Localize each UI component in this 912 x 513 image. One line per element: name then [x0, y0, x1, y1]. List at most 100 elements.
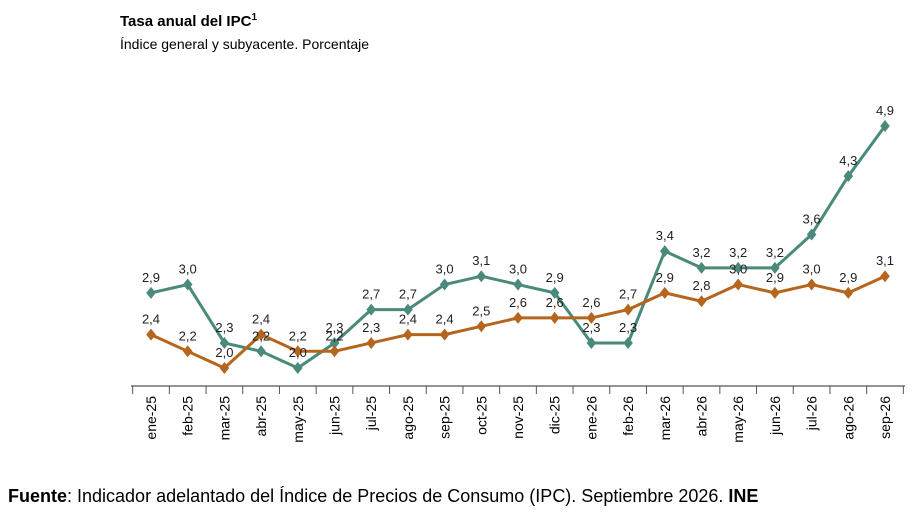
data-point [293, 345, 303, 358]
data-label: 4,3 [839, 153, 857, 168]
data-label: 3,2 [766, 245, 784, 260]
data-point [696, 295, 707, 308]
data-label: 2,4 [252, 312, 270, 327]
data-point [586, 336, 597, 349]
data-point [476, 270, 487, 283]
data-label: 2,4 [399, 312, 417, 327]
data-label: 3,1 [472, 253, 490, 268]
source-org: INE [728, 486, 759, 506]
source-note: Fuente: Indicador adelantado del Índice … [8, 486, 758, 507]
data-point [623, 336, 633, 349]
x-tick-label: dic-25 [547, 396, 563, 434]
data-label: 3,0 [729, 262, 747, 277]
data-point [513, 311, 523, 324]
data-label: 2,9 [656, 270, 674, 285]
data-label: 2,7 [399, 287, 417, 302]
data-label: 3,0 [179, 262, 197, 277]
data-point [329, 336, 340, 349]
data-point [770, 286, 780, 299]
data-point [403, 328, 413, 341]
title-superscript: 1 [251, 12, 257, 23]
data-point [476, 320, 487, 333]
data-point [696, 261, 707, 274]
data-label: 3,6 [803, 211, 821, 226]
data-point [146, 286, 156, 299]
data-point [660, 286, 670, 299]
x-tick-label: sep-25 [437, 396, 453, 439]
data-point [182, 278, 193, 291]
x-tick-label: feb-25 [180, 396, 196, 436]
series-layer [146, 120, 890, 374]
data-label: 2,7 [619, 287, 637, 302]
data-label: 2,2 [179, 328, 197, 343]
x-tick-label: abr-26 [694, 396, 710, 437]
data-label: 2,6 [582, 295, 600, 310]
data-point [806, 278, 817, 291]
x-tick-label: may-26 [730, 396, 746, 443]
data-point [770, 261, 780, 274]
data-label: 2,8 [692, 278, 710, 293]
x-tick-label: mar-26 [657, 396, 673, 441]
data-point [182, 345, 193, 358]
data-point [806, 228, 817, 241]
data-point [623, 303, 633, 316]
data-label: 4,9 [876, 103, 894, 118]
x-tick-label: jul-26 [804, 396, 820, 431]
line-chart: ene-25 feb-25 mar-25 abr-25 may-25 jun-25 jul-… [131, 103, 905, 443]
x-tick-label: ago-25 [400, 396, 416, 440]
data-label: 2,7 [362, 287, 380, 302]
data-point [256, 345, 266, 358]
data-point [843, 286, 854, 299]
x-tick-label: ago-26 [840, 396, 856, 440]
x-tick-label: jul-25 [363, 396, 379, 431]
data-label: 2,0 [215, 345, 233, 360]
data-point [586, 311, 597, 324]
data-label: 2,9 [142, 270, 160, 285]
data-label: 2,2 [325, 328, 343, 343]
data-point [513, 278, 523, 291]
data-point [880, 270, 890, 283]
data-point [843, 170, 854, 183]
data-label: 2,9 [546, 270, 564, 285]
data-label: 2,6 [546, 295, 564, 310]
data-point [256, 328, 266, 341]
chart-title: Tasa anual del IPC1 [120, 12, 257, 30]
data-point [549, 286, 560, 299]
data-point [329, 345, 340, 358]
x-tick-label: abr-25 [253, 396, 269, 437]
data-label: 2,0 [289, 345, 307, 360]
data-point [366, 303, 376, 316]
data-label: 2,9 [839, 270, 857, 285]
data-label: 2,5 [472, 303, 490, 318]
x-tick-label: nov-25 [510, 396, 526, 439]
x-tick-label: oct-25 [473, 396, 489, 435]
data-point [293, 362, 303, 374]
x-tick-label: may-25 [290, 396, 306, 443]
data-label: 2,6 [509, 295, 527, 310]
data-label: 2,9 [766, 270, 784, 285]
x-tick-label: jun-25 [327, 396, 343, 436]
data-point [660, 245, 670, 258]
data-label: 2,3 [215, 320, 233, 335]
data-label: 3,0 [436, 262, 454, 277]
data-label: 3,0 [803, 262, 821, 277]
data-labels: 2,93,02,32,22,02,32,7 2,73,03,13,02,92,3 2… [142, 103, 894, 360]
data-point [880, 120, 890, 132]
source-text: : Indicador adelantado del Índice de Pre… [67, 486, 729, 506]
data-label: 2,3 [362, 320, 380, 335]
x-tick-label: mar-25 [216, 396, 232, 441]
data-point [549, 311, 560, 324]
data-point [733, 261, 743, 274]
x-tick-label: ene-25 [143, 396, 159, 440]
data-point [219, 362, 230, 374]
data-point [146, 328, 156, 341]
data-point [219, 336, 230, 349]
data-point [439, 278, 450, 291]
data-point [403, 303, 413, 316]
data-label: 2,4 [142, 312, 160, 327]
data-point [366, 336, 376, 349]
data-label: 3,1 [876, 253, 894, 268]
data-label: 2,4 [436, 312, 454, 327]
x-tick-label: sep-26 [877, 396, 893, 439]
x-tick-label: feb-26 [620, 396, 636, 436]
